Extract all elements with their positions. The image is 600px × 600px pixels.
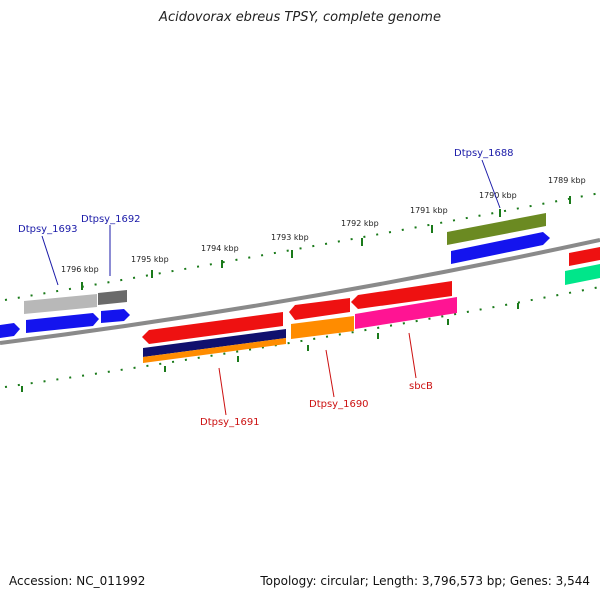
kbp-label-1794: 1794 kbp (201, 244, 239, 253)
outer-tick-track (4, 192, 600, 301)
gene-blue-2[interactable] (26, 313, 99, 333)
gene-red-3[interactable] (351, 281, 452, 309)
gene-label-dtpsy-1688[interactable]: Dtpsy_1688 (454, 148, 514, 159)
accession-text: Accession: NC_011992 (9, 574, 146, 588)
kbp-label-1792: 1792 kbp (341, 219, 379, 228)
kbp-label-1790: 1790 kbp (479, 191, 517, 200)
gene-label-dtpsy-1692[interactable]: Dtpsy_1692 (81, 214, 141, 225)
gene-label-sbcb[interactable]: sbcB (409, 381, 433, 392)
gene-blue-4[interactable] (451, 232, 550, 264)
gene-grey-dark[interactable] (98, 290, 127, 305)
kbp-label-1789: 1789 kbp (548, 176, 586, 185)
inner-tick-track (4, 286, 600, 388)
gene-label-dtpsy-1693[interactable]: Dtpsy_1693 (18, 224, 78, 235)
gene-green[interactable] (565, 264, 600, 285)
gene-label-dtpsy-1690[interactable]: Dtpsy_1690 (309, 399, 369, 410)
gene-olive[interactable] (447, 213, 546, 245)
leader-sbcb (408, 332, 417, 379)
gene-red-4[interactable] (569, 247, 600, 266)
gene-grey-light[interactable] (24, 294, 97, 314)
gene-blue-1[interactable] (0, 323, 20, 338)
genome-backbone (0, 238, 600, 345)
kbp-label-1796: 1796 kbp (61, 265, 99, 274)
leader-dtpsy-1691 (218, 367, 227, 416)
kbp-label-1795: 1795 kbp (131, 255, 169, 264)
leader-dtpsy-1688 (481, 159, 501, 209)
kbp-label-1791: 1791 kbp (410, 206, 448, 215)
map-title: Acidovorax ebreus TPSY, complete genome (159, 10, 441, 25)
gene-blue-3[interactable] (101, 309, 130, 323)
gene-magenta[interactable] (355, 297, 457, 329)
gene-orange-1[interactable] (143, 338, 286, 363)
leader-dtpsy-1693 (41, 235, 59, 286)
inner-major-ticks (21, 303, 519, 392)
gene-red-2[interactable] (289, 298, 350, 320)
gene-navy[interactable] (143, 329, 286, 357)
outer-major-ticks (81, 196, 571, 290)
gene-red-1[interactable] (142, 312, 283, 344)
gene-orange-2[interactable] (291, 316, 354, 339)
gene-label-dtpsy-1691[interactable]: Dtpsy_1691 (200, 417, 260, 428)
leader-dtpsy-1690 (325, 349, 335, 398)
topology-text: Topology: circular; Length: 3,796,573 bp… (260, 574, 590, 588)
kbp-label-1793: 1793 kbp (271, 233, 309, 242)
